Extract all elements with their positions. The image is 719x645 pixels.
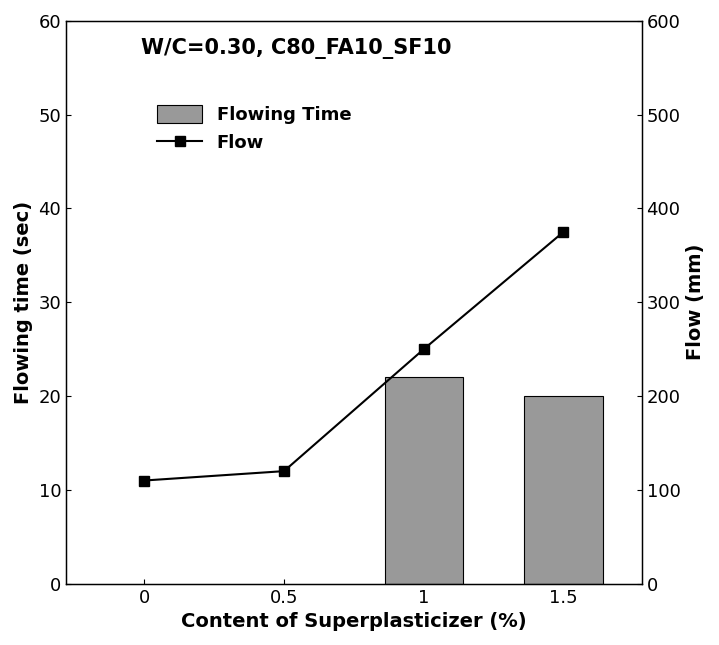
X-axis label: Content of Superplasticizer (%): Content of Superplasticizer (%) <box>181 612 527 631</box>
Legend: Flowing Time, Flow: Flowing Time, Flow <box>150 97 359 159</box>
Bar <box>524 396 603 584</box>
Y-axis label: Flow (mm): Flow (mm) <box>686 244 705 361</box>
Bar <box>385 377 463 584</box>
Y-axis label: Flowing time (sec): Flowing time (sec) <box>14 201 33 404</box>
Text: W/C=0.30, C80_FA10_SF10: W/C=0.30, C80_FA10_SF10 <box>141 38 452 59</box>
